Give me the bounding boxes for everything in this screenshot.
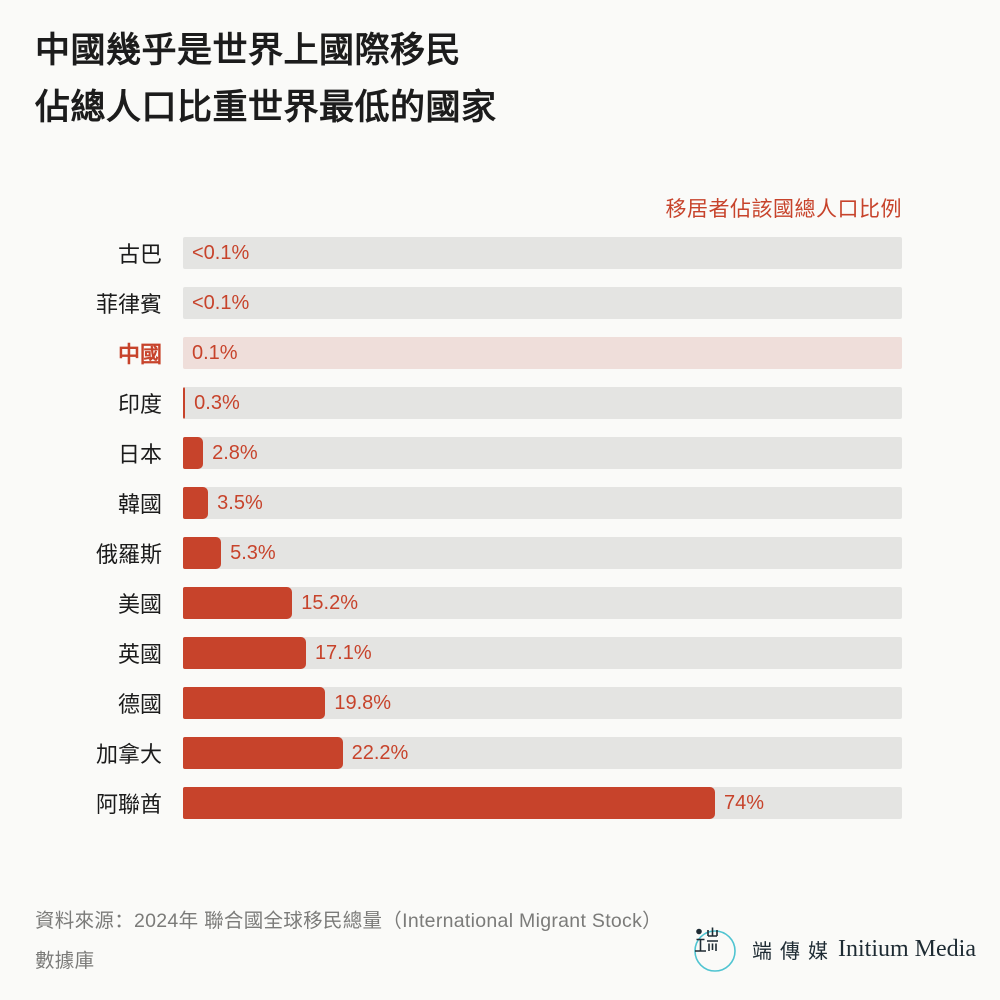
- country-label: 加拿大: [95, 742, 162, 767]
- source-line1: 資料來源：2024年 聯合國全球移民總量（International Migra…: [35, 910, 662, 932]
- bar-track: 3.5%: [183, 487, 902, 519]
- legend-label: 移居者佔該國總人口比例: [665, 198, 902, 221]
- value-label: 15.2%: [301, 591, 358, 614]
- bar-track: 22.2%: [183, 737, 902, 769]
- chart-title: 中國幾乎是世界上國際移民 佔總人口比重世界最低的國家: [35, 22, 497, 136]
- bar-track: 19.8%: [183, 687, 902, 719]
- bar: [183, 537, 222, 569]
- bar-track: <0.1%: [183, 237, 902, 269]
- bar: [183, 737, 343, 769]
- bar-track: 2.8%: [183, 437, 902, 469]
- bar-track: 5.3%: [183, 537, 902, 569]
- bar: [183, 387, 186, 419]
- country-label: 印度: [117, 392, 162, 417]
- chart-row: 韓國 3.5%: [35, 487, 902, 519]
- value-label: <0.1%: [192, 241, 250, 264]
- bar: [183, 487, 209, 519]
- value-label: 0.3%: [194, 391, 240, 414]
- bar-track: 17.1%: [183, 637, 902, 669]
- chart-row: 英國 17.1%: [35, 637, 902, 669]
- chart-row: 加拿大 22.2%: [35, 737, 902, 769]
- country-label: 美國: [117, 592, 162, 617]
- initium-logo-icon: [694, 927, 736, 972]
- value-label: 3.5%: [217, 491, 263, 514]
- country-label: 日本: [117, 442, 162, 467]
- value-label: 2.8%: [212, 441, 258, 464]
- value-label: 0.1%: [192, 341, 238, 364]
- value-label: 17.1%: [314, 641, 372, 664]
- bar: [183, 587, 293, 619]
- country-label: 菲律賓: [95, 292, 162, 317]
- chart-row: 菲律賓 <0.1%: [35, 287, 902, 319]
- value-label: 22.2%: [351, 741, 409, 764]
- source-note: 資料來源：2024年 聯合國全球移民總量（International Migra…: [35, 901, 662, 981]
- bar: [183, 637, 306, 669]
- country-label: 英國: [117, 642, 162, 667]
- bar-chart: 古巴 <0.1% 菲律賓 <0.1% 中國 0.1% 印度: [35, 237, 902, 819]
- country-label: 韓國: [117, 492, 162, 517]
- country-label: 中國: [117, 342, 162, 367]
- chart-row: 德國 19.8%: [35, 687, 902, 719]
- chart-row: 古巴 <0.1%: [35, 237, 902, 269]
- value-label: 74%: [724, 791, 765, 814]
- bar: [183, 787, 716, 819]
- country-label: 古巴: [117, 242, 162, 267]
- value-label: 19.8%: [334, 691, 392, 714]
- country-label: 德國: [117, 692, 162, 717]
- initium-media-logo: 端傳媒 Initium Media: [691, 921, 976, 977]
- chart-row: 美國 15.2%: [35, 587, 902, 619]
- bar-track: 0.1%: [183, 337, 902, 369]
- country-label: 阿聯酋: [95, 792, 162, 817]
- logo-latin-text: Initium Media: [838, 935, 976, 962]
- chart-row: 印度 0.3%: [35, 387, 902, 419]
- chart-row: 俄羅斯 5.3%: [35, 537, 902, 569]
- source-line2: 數據庫: [35, 950, 95, 972]
- chart-row: 阿聯酋 74%: [35, 787, 902, 819]
- bar: [183, 687, 326, 719]
- value-label: <0.1%: [192, 291, 250, 314]
- bar-track: 0.3%: [183, 387, 902, 419]
- logo-cjk-text: 端傳媒: [752, 940, 837, 963]
- bar: [183, 437, 204, 469]
- chart-row: 中國 0.1%: [35, 337, 902, 369]
- chart-title-line1: 中國幾乎是世界上國際移民: [35, 31, 462, 70]
- bar-track: <0.1%: [183, 287, 902, 319]
- bar-track: 74%: [183, 787, 902, 819]
- chart-row: 日本 2.8%: [35, 437, 902, 469]
- bar-track: 15.2%: [183, 587, 902, 619]
- chart-title-line2: 佔總人口比重世界最低的國家: [35, 88, 497, 127]
- value-label: 5.3%: [230, 541, 276, 564]
- country-label: 俄羅斯: [95, 542, 162, 567]
